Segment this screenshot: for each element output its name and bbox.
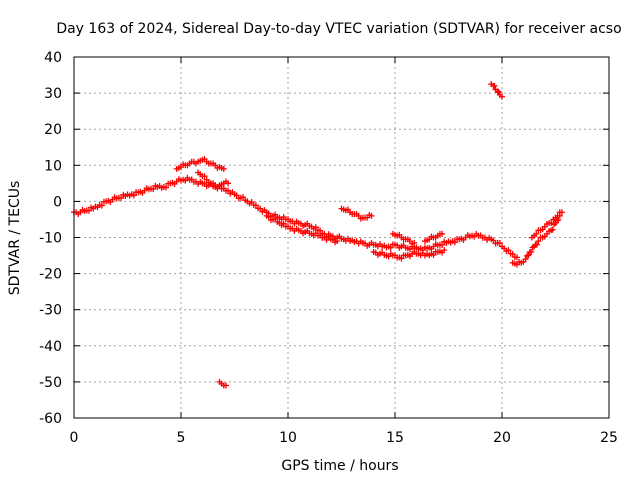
data-point-main-trend: [225, 187, 232, 194]
data-point-lower-branch: [280, 220, 287, 227]
y-tick-label: 40: [44, 50, 62, 66]
data-point-main-trend: [509, 251, 516, 258]
data-point-lower-branch: [272, 215, 279, 222]
data-point-main-trend: [118, 195, 125, 202]
data-point-main-trend: [451, 239, 458, 246]
data-point-main-trend: [490, 237, 497, 244]
x-tick-label: 25: [600, 430, 618, 446]
data-point-rise-21-23h: [522, 256, 529, 263]
data-point-main-trend: [257, 205, 264, 212]
data-point-dip-branch: [441, 247, 448, 254]
data-point-main-trend: [163, 184, 170, 191]
data-point-main-trend: [240, 194, 247, 201]
data-point-main-trend: [98, 202, 105, 209]
x-tick-label: 20: [493, 430, 511, 446]
y-tick-label: -10: [39, 231, 62, 247]
data-point-rise-21-23h: [549, 226, 556, 233]
data-point-main-trend: [252, 202, 259, 209]
x-tick-label: 0: [70, 430, 79, 446]
data-point-lower-branch: [334, 238, 341, 245]
data-point-main-trend: [439, 242, 446, 249]
x-tick-label: 15: [386, 430, 404, 446]
data-point-main-trend: [496, 239, 503, 246]
y-tick-label: -20: [39, 267, 62, 283]
chart-title: Day 163 of 2024, Sidereal Day-to-day VTE…: [56, 21, 621, 37]
data-point-upper-branch: [220, 165, 227, 172]
y-tick-label: 0: [53, 194, 62, 210]
data-point-outlier-7h: [222, 382, 229, 389]
data-point-dip-branch: [398, 255, 405, 262]
y-tick-label: -60: [39, 411, 62, 427]
data-point-main-trend: [505, 247, 512, 254]
y-tick-label: -50: [39, 375, 62, 391]
data-point-arc-14-15h: [411, 239, 418, 246]
data-point-main-trend: [233, 192, 240, 199]
data-point-rise-21-23h: [525, 252, 532, 259]
data-point-main-trend: [513, 254, 520, 261]
data-point-rise-21-23h: [528, 248, 535, 255]
data-point-rise-21-23h-b: [548, 220, 555, 227]
data-point-main-trend: [85, 207, 92, 214]
data-points: [71, 81, 565, 389]
y-axis-label: SDTVAR / TECUs: [7, 181, 23, 296]
grid: [74, 57, 609, 418]
data-point-rise-21-23h-b: [554, 212, 561, 219]
x-axis-label: GPS time / hours: [281, 458, 398, 474]
data-point-arc-16-17h: [439, 230, 446, 237]
data-point-lower-branch: [265, 214, 272, 221]
data-point-rise-21-23h: [535, 238, 542, 245]
y-tick-label: 20: [44, 122, 62, 138]
data-point-outlier-20h: [495, 89, 502, 96]
axis-ticks: 0 5 10 15 20 25 40 30 20 10 0 -10 -20 -30 -40 -50 -60: [39, 50, 618, 446]
data-point-main-trend: [312, 224, 319, 231]
x-tick-label: 5: [177, 430, 186, 446]
x-tick-label: 10: [279, 430, 297, 446]
data-point-main-trend: [150, 186, 157, 193]
data-point-main-trend: [387, 244, 394, 251]
data-point-outlier-20h: [494, 88, 501, 95]
data-point-middle-branch: [201, 173, 208, 180]
data-point-main-trend: [248, 199, 255, 206]
y-tick-label: 10: [44, 158, 62, 174]
y-tick-label: -40: [39, 339, 62, 355]
data-point-outlier-20h: [491, 82, 498, 89]
data-point-short-arc-13h: [368, 212, 375, 219]
data-point-rise-21-23h-b: [558, 209, 565, 216]
data-point-outlier-20h: [499, 93, 505, 100]
data-point-main-trend: [130, 192, 137, 199]
y-tick-label: 30: [44, 86, 62, 102]
data-point-middle-branch: [225, 180, 232, 187]
data-point-rise-21-23h-b: [533, 230, 540, 237]
data-point-dip-branch: [430, 251, 437, 258]
y-tick-label: -30: [39, 303, 62, 319]
data-point-rise-21-23h: [533, 241, 540, 248]
